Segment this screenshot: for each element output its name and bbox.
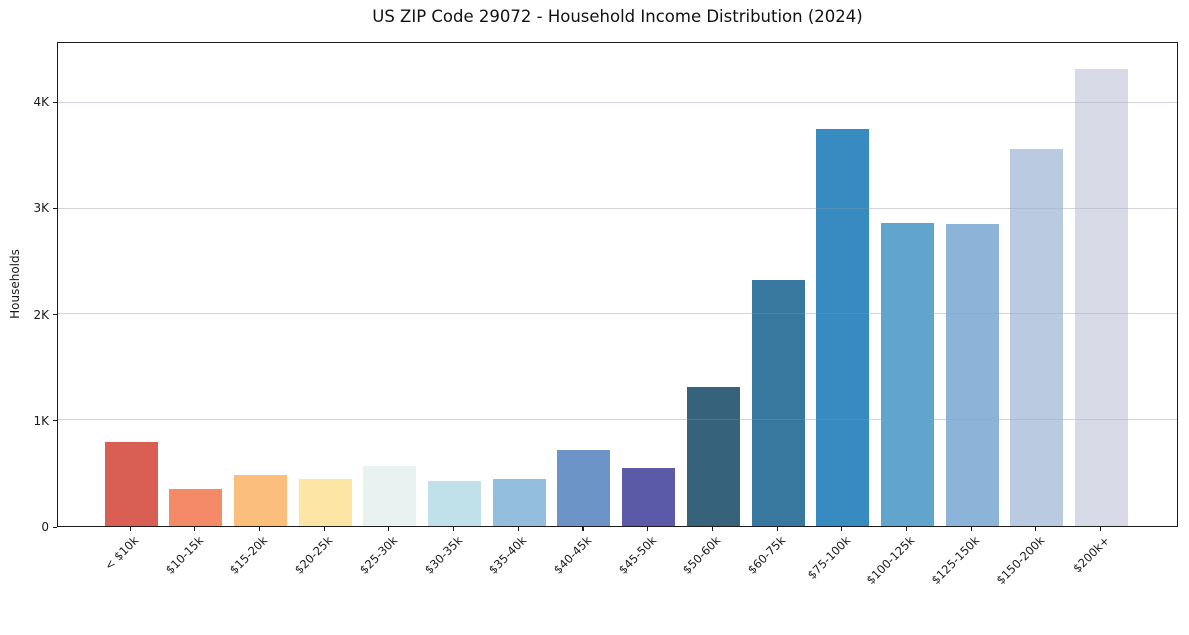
bar-$15-20k	[233, 475, 287, 526]
bar-$60-75k	[751, 279, 805, 526]
bar-$200k+	[1075, 68, 1128, 526]
gridline-overlay	[58, 101, 1177, 103]
x-tick-mark	[1035, 527, 1037, 531]
chart-title: US ZIP Code 29072 - Household Income Dis…	[372, 7, 863, 26]
gridline	[58, 313, 1177, 315]
x-tick-mark	[194, 527, 196, 531]
x-tick-mark	[258, 527, 261, 531]
y-tick-mark	[53, 207, 57, 210]
x-tick-mark	[711, 527, 713, 531]
bar-$50-60k	[686, 387, 740, 526]
bar-$20-25k	[298, 479, 352, 526]
y-tick-mark	[53, 420, 57, 422]
bar-$35-40k	[492, 479, 546, 526]
gridline	[58, 207, 1177, 209]
x-tick-mark	[517, 527, 519, 531]
y-tick-label: 4K	[33, 95, 49, 110]
x-tick-mark	[323, 527, 325, 531]
x-tick-mark	[388, 527, 390, 531]
x-tick-mark	[776, 527, 778, 531]
x-tick-mark	[647, 527, 649, 531]
gridline-overlay	[58, 419, 1177, 421]
x-tick-mark	[1100, 527, 1102, 531]
gridline	[58, 419, 1177, 421]
bar-$150-200k	[1010, 148, 1064, 526]
y-tick-mark	[53, 314, 57, 316]
x-tick-mark	[129, 527, 131, 531]
bar-$25-30k	[363, 465, 417, 526]
gridline-overlay	[58, 207, 1177, 209]
y-tick-mark	[53, 526, 57, 528]
plot-area	[57, 42, 1178, 527]
y-tick-label: 2K	[33, 307, 49, 322]
bar-< $10k	[104, 442, 158, 526]
bar-$100-125k	[880, 223, 934, 526]
bar-$75-100k	[816, 129, 870, 526]
x-tick-mark	[905, 527, 908, 531]
y-tick-label: 3K	[33, 201, 49, 216]
bar-$30-35k	[428, 480, 481, 526]
x-tick-mark	[582, 527, 584, 531]
gridline	[58, 101, 1177, 103]
bar-$45-50k	[622, 468, 676, 526]
x-tick-mark	[453, 527, 455, 531]
y-tick-label: 1K	[33, 413, 49, 428]
gridline-overlay	[58, 313, 1177, 315]
y-tick-label: 0	[41, 520, 49, 534]
figure: US ZIP Code 29072 - Household Income Dis…	[8, 7, 1178, 588]
bar-$10-15k	[169, 489, 223, 526]
y-tick-mark	[53, 101, 57, 103]
bar-$40-45k	[557, 449, 611, 526]
x-tick-mark	[841, 527, 843, 531]
x-tick-mark	[970, 527, 972, 531]
bar-$125-150k	[945, 224, 999, 526]
